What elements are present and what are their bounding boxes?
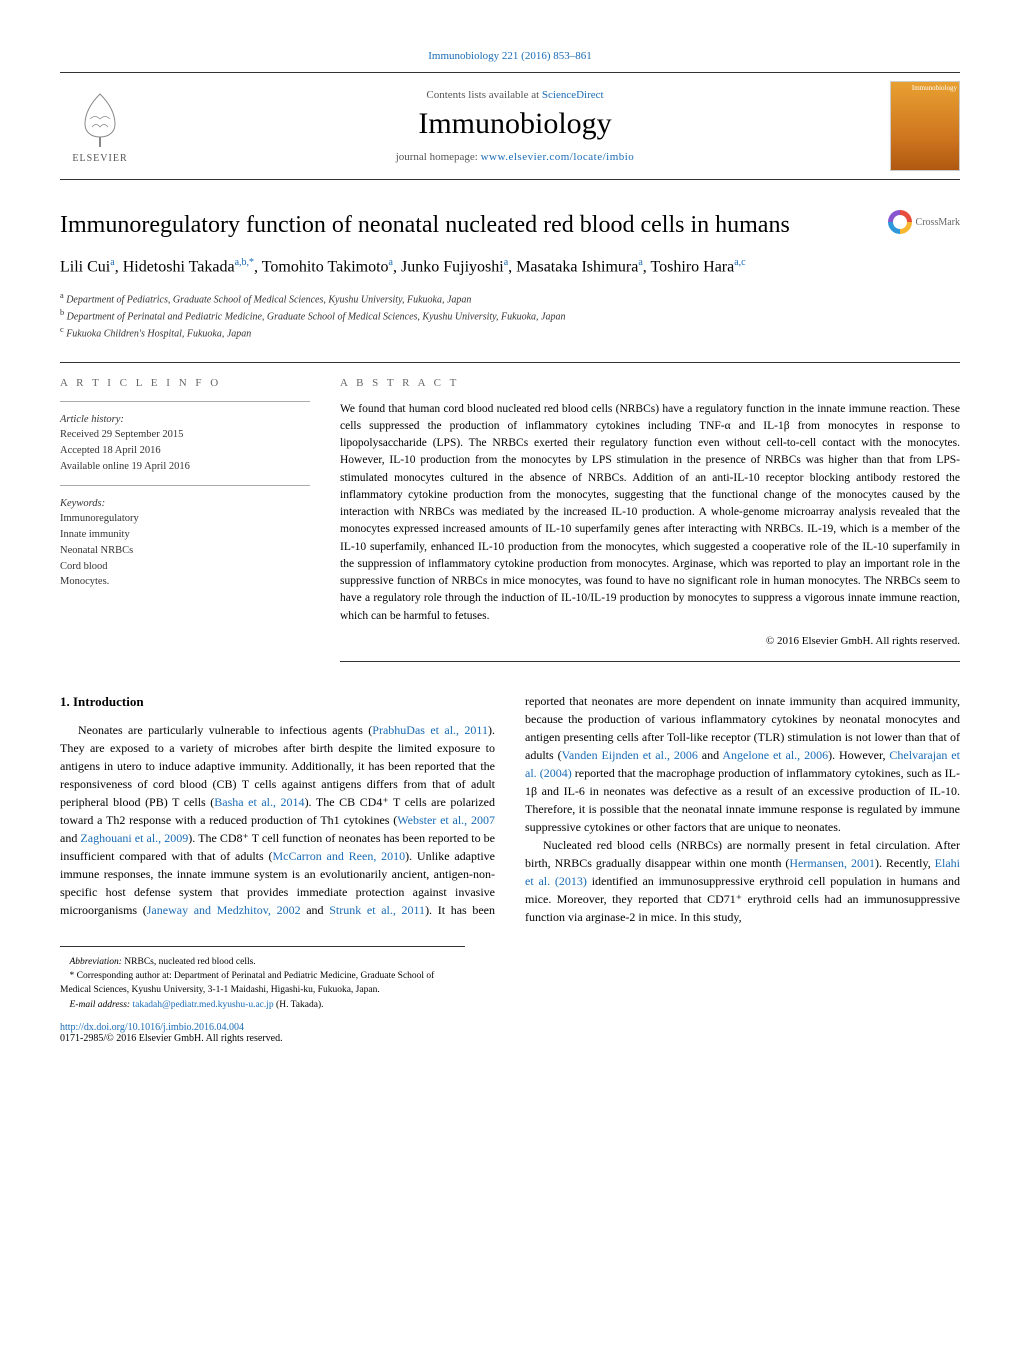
- keywords-label: Keywords:: [60, 496, 310, 512]
- affiliations: a Department of Pediatrics, Graduate Sch…: [60, 290, 960, 342]
- corr-text: Corresponding author at: Department of P…: [60, 971, 434, 995]
- ref-link[interactable]: Hermansen, 2001: [789, 856, 875, 870]
- email-label: E-mail address:: [70, 1000, 133, 1010]
- footnotes: Abbreviation: NRBCs, nucleated red blood…: [60, 946, 465, 1012]
- homepage-link[interactable]: www.elsevier.com/locate/imbio: [481, 151, 635, 163]
- ref-link[interactable]: Angelone et al., 2006: [722, 748, 828, 762]
- abbrev-label: Abbreviation:: [70, 957, 122, 967]
- publisher-logo: ELSEVIER: [60, 89, 140, 164]
- citation-link[interactable]: Immunobiology 221 (2016) 853–861: [428, 50, 591, 62]
- journal-name: Immunobiology: [140, 107, 890, 141]
- sciencedirect-link[interactable]: ScienceDirect: [542, 89, 604, 101]
- doi-block: http://dx.doi.org/10.1016/j.imbio.2016.0…: [60, 1022, 960, 1044]
- affiliation-a: Department of Pediatrics, Graduate Schoo…: [66, 294, 471, 305]
- ref-link[interactable]: Vanden Eijnden et al., 2006: [562, 748, 698, 762]
- history-label: Article history:: [60, 412, 310, 428]
- abstract-text: We found that human cord blood nucleated…: [340, 401, 960, 625]
- received-date: Received 29 September 2015: [60, 427, 310, 443]
- ref-link[interactable]: PrabhuDas et al., 2011: [372, 723, 488, 737]
- journal-header: ELSEVIER Contents lists available at Sci…: [60, 72, 960, 180]
- ref-link[interactable]: Webster et al., 2007: [397, 813, 495, 827]
- crossmark-badge[interactable]: CrossMark: [888, 210, 960, 234]
- ref-link[interactable]: Janeway and Medzhitov, 2002: [147, 903, 301, 917]
- issn-line: 0171-2985/© 2016 Elsevier GmbH. All righ…: [60, 1033, 283, 1044]
- ref-link[interactable]: Strunk et al., 2011: [329, 903, 425, 917]
- section-title: Introduction: [73, 694, 144, 709]
- abstract-heading: a b s t r a c t: [340, 377, 960, 389]
- doi-link[interactable]: http://dx.doi.org/10.1016/j.imbio.2016.0…: [60, 1022, 244, 1033]
- affiliation-b: Department of Perinatal and Pediatric Me…: [67, 311, 566, 322]
- journal-cover-thumbnail: Immunobiology: [890, 81, 960, 171]
- ref-link[interactable]: Zaghouani et al., 2009: [80, 831, 188, 845]
- article-info-heading: a r t i c l e i n f o: [60, 377, 310, 389]
- article-info-block: Article history: Received 29 September 2…: [60, 401, 310, 591]
- article-title: Immunoregulatory function of neonatal nu…: [60, 210, 888, 241]
- intro-para-2: Nucleated red blood cells (NRBCs) are no…: [525, 836, 960, 926]
- online-date: Available online 19 April 2016: [60, 459, 310, 475]
- homepage-prefix: journal homepage:: [396, 151, 481, 163]
- abbrev-text: NRBCs, nucleated red blood cells.: [122, 957, 256, 967]
- section-number: 1.: [60, 694, 70, 709]
- affiliation-c: Fukuoka Children's Hospital, Fukuoka, Ja…: [66, 329, 251, 340]
- header-citation: Immunobiology 221 (2016) 853–861: [60, 50, 960, 62]
- keywords-list: ImmunoregulatoryInnate immunityNeonatal …: [60, 511, 310, 590]
- email-link[interactable]: takadah@pediatr.med.kyushu-u.ac.jp: [132, 1000, 273, 1010]
- crossmark-icon: [888, 210, 912, 234]
- body-text: 1. Introduction Neonates are particularl…: [60, 692, 960, 926]
- section-heading-intro: 1. Introduction: [60, 692, 495, 712]
- accepted-date: Accepted 18 April 2016: [60, 443, 310, 459]
- abstract-copyright: © 2016 Elsevier GmbH. All rights reserve…: [340, 635, 960, 647]
- contents-line: Contents lists available at ScienceDirec…: [140, 89, 890, 101]
- contents-prefix: Contents lists available at: [426, 89, 541, 101]
- elsevier-tree-icon: [70, 89, 130, 149]
- journal-homepage: journal homepage: www.elsevier.com/locat…: [140, 151, 890, 163]
- crossmark-label: CrossMark: [916, 217, 960, 228]
- ref-link[interactable]: McCarron and Reen, 2010: [272, 849, 405, 863]
- email-suffix: (H. Takada).: [274, 1000, 324, 1010]
- publisher-name: ELSEVIER: [60, 153, 140, 164]
- cover-label: Immunobiology: [912, 84, 957, 92]
- authors: Lili Cuia, Hidetoshi Takadaa,b,*, Tomohi…: [60, 255, 960, 279]
- ref-link[interactable]: Basha et al., 2014: [214, 795, 304, 809]
